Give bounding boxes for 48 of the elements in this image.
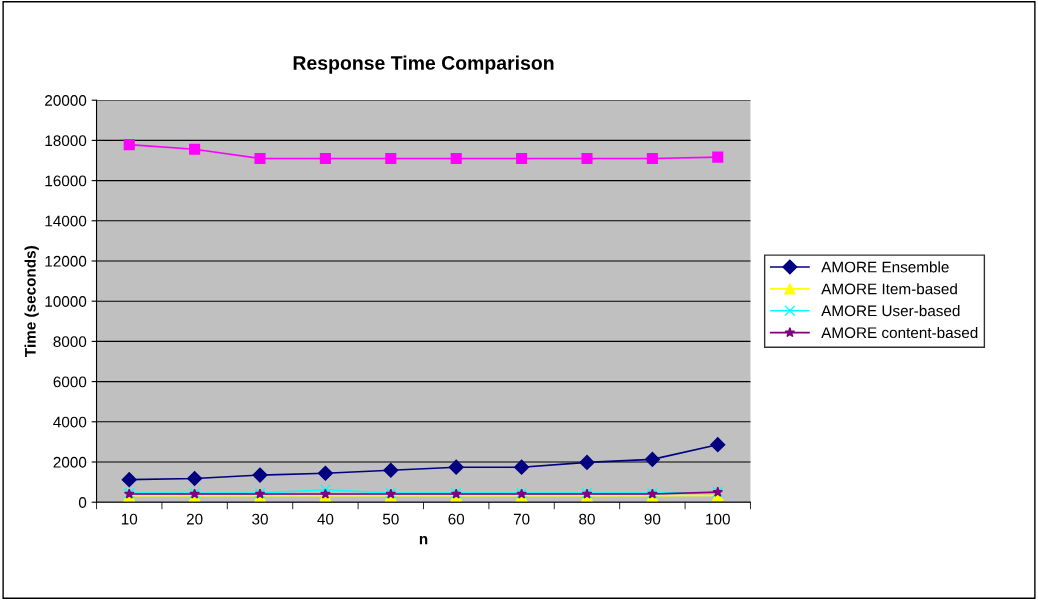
y-tick-label: 0 bbox=[78, 497, 87, 508]
y-tick-label: 4000 bbox=[53, 416, 87, 428]
y-axis-title: Time (seconds) bbox=[24, 246, 39, 357]
x-tick-label: 30 bbox=[252, 513, 268, 525]
point bbox=[579, 454, 595, 470]
x-axis-title: n bbox=[419, 535, 428, 545]
y-tick-label: 8000 bbox=[53, 336, 87, 348]
legend-label: AMORE content-based bbox=[821, 326, 978, 339]
x-tick-label: 40 bbox=[317, 513, 334, 525]
legend-label: AMORE Item-based bbox=[821, 283, 957, 295]
x-tick-label: 90 bbox=[644, 513, 661, 525]
point bbox=[317, 465, 333, 481]
legend-label: AMORE Ensemble bbox=[821, 261, 949, 273]
y-tick-label: 2000 bbox=[53, 456, 87, 468]
x-tick-label: 60 bbox=[448, 513, 465, 525]
point bbox=[712, 151, 724, 163]
point bbox=[710, 437, 726, 453]
x-tick-label: 100 bbox=[706, 513, 730, 525]
y-tick-label: 6000 bbox=[53, 376, 87, 388]
y-tick-label: 12000 bbox=[45, 255, 87, 267]
point bbox=[516, 152, 528, 165]
point bbox=[448, 459, 464, 475]
point bbox=[514, 459, 530, 475]
y-tick-label: 16000 bbox=[45, 175, 87, 187]
x-tick-label: 70 bbox=[513, 513, 530, 525]
point bbox=[252, 467, 268, 483]
y-tick-label: 20000 bbox=[45, 95, 87, 106]
legend-label: AMORE User-based bbox=[821, 305, 960, 317]
point bbox=[385, 152, 397, 165]
chart-title: Response Time Comparison bbox=[293, 55, 554, 74]
point bbox=[383, 462, 399, 478]
point bbox=[254, 152, 266, 165]
point bbox=[187, 470, 203, 487]
y-tick-label: 18000 bbox=[45, 135, 87, 147]
point bbox=[644, 451, 660, 467]
x-tick-label: 20 bbox=[186, 513, 203, 525]
x-tick-label: 80 bbox=[579, 513, 595, 525]
x-tick-label: 10 bbox=[121, 513, 138, 525]
point bbox=[189, 143, 201, 155]
point bbox=[319, 152, 331, 165]
y-tick-label: 14000 bbox=[45, 215, 87, 227]
point bbox=[121, 472, 137, 488]
point bbox=[123, 139, 135, 151]
x-tick-label: 50 bbox=[382, 513, 399, 525]
point bbox=[450, 152, 462, 165]
point bbox=[646, 152, 658, 165]
y-tick-label: 10000 bbox=[45, 296, 87, 307]
point bbox=[581, 152, 593, 165]
